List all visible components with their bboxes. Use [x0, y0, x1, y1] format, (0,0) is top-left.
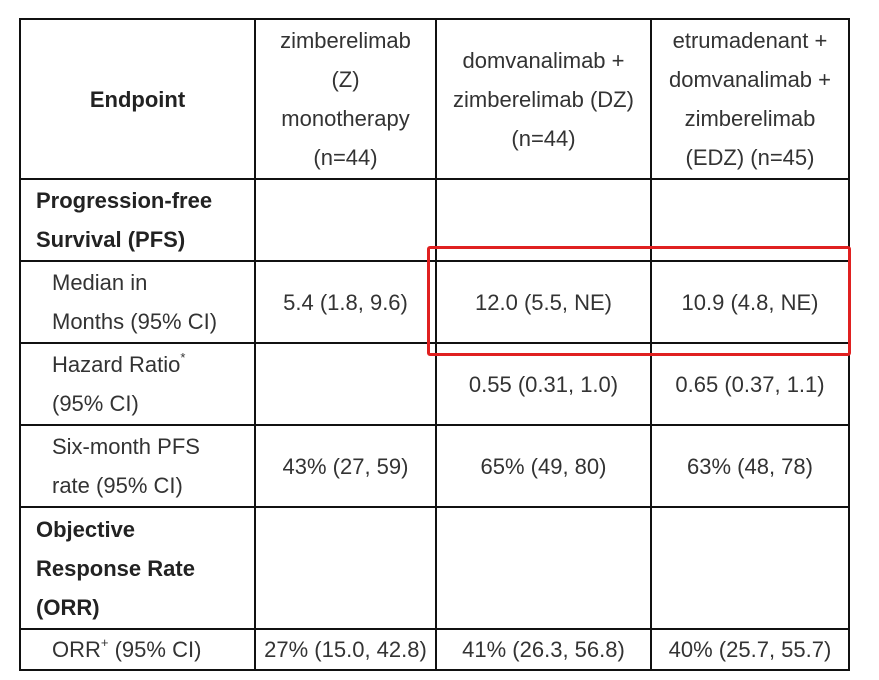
hazard-ratio-row: Hazard Ratio* (95% CI) 0.55 (0.31, 1.0) … [19, 342, 850, 426]
hazard-edz-value: 0.65 (0.37, 1.1) [650, 342, 850, 426]
asterisk-footnote-mark: * [180, 349, 186, 365]
endpoint-header: Endpoint [19, 18, 256, 180]
median-z-value: 5.4 (1.8, 9.6) [254, 260, 437, 344]
pfs-section-row: Progression-free Survival (PFS) [19, 178, 850, 262]
median-pfs-row: Median in Months (95% CI) 5.4 (1.8, 9.6)… [19, 260, 850, 344]
orr-section-row: Objective Response Rate (ORR) [19, 506, 850, 630]
empty-cell [650, 506, 850, 630]
orr-dz-value: 41% (26.3, 56.8) [435, 628, 652, 671]
empty-cell [435, 178, 652, 262]
six-month-z-value: 43% (27, 59) [254, 424, 437, 508]
edz-arm-header: etrumadenant + domvanalimab + zimberelim… [650, 18, 850, 180]
median-dz-value: 12.0 (5.5, NE) [435, 260, 652, 344]
empty-cell [254, 178, 437, 262]
efficacy-results-table: Endpoint zimberelimab (Z) monotherapy (n… [19, 18, 850, 671]
z-arm-header: zimberelimab (Z) monotherapy (n=44) [254, 18, 437, 180]
hazard-label: Hazard Ratio* (95% CI) [19, 342, 256, 426]
orr-edz-value: 40% (25.7, 55.7) [650, 628, 850, 671]
median-edz-value: 10.9 (4.8, NE) [650, 260, 850, 344]
median-label: Median in Months (95% CI) [19, 260, 256, 344]
six-month-dz-value: 65% (49, 80) [435, 424, 652, 508]
orr-section-label: Objective Response Rate (ORR) [19, 506, 256, 630]
six-month-pfs-row: Six-month PFS rate (95% CI) 43% (27, 59)… [19, 424, 850, 508]
six-month-label: Six-month PFS rate (95% CI) [19, 424, 256, 508]
hazard-dz-value: 0.55 (0.31, 1.0) [435, 342, 652, 426]
empty-cell [650, 178, 850, 262]
header-row: Endpoint zimberelimab (Z) monotherapy (n… [19, 18, 850, 180]
plus-footnote-mark: + [100, 634, 109, 650]
orr-value-row: ORR+ (95% CI) 27% (15.0, 42.8) 41% (26.3… [19, 628, 850, 671]
empty-cell [254, 506, 437, 630]
orr-z-value: 27% (15.0, 42.8) [254, 628, 437, 671]
six-month-edz-value: 63% (48, 78) [650, 424, 850, 508]
dz-arm-header: domvanalimab + zimberelimab (DZ) (n=44) [435, 18, 652, 180]
hazard-z-value [254, 342, 437, 426]
empty-cell [435, 506, 652, 630]
pfs-section-label: Progression-free Survival (PFS) [19, 178, 256, 262]
orr-label: ORR+ (95% CI) [19, 628, 256, 671]
